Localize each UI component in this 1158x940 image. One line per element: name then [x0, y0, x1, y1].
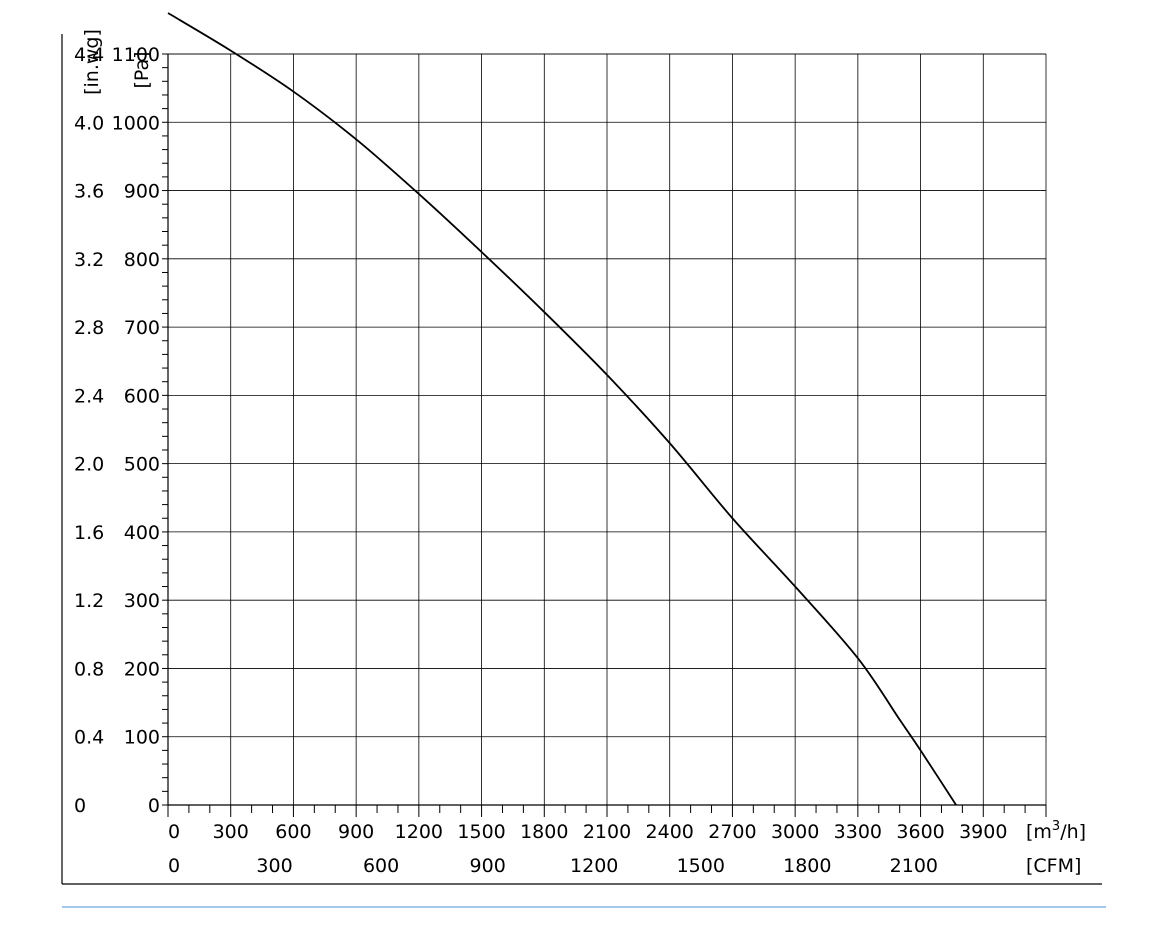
y-axis-label-inwg: [in.wg]	[81, 29, 103, 95]
y-tick-label-pa: 0	[148, 795, 160, 817]
series	[167, 12, 957, 806]
x-tick-label-m3h: 300	[213, 821, 249, 843]
y-tick-label-pa: 300	[124, 590, 160, 612]
x-tick-label-m3h: 1800	[520, 821, 568, 843]
y-tick-label-pa: 1100	[112, 44, 160, 66]
x-tick-label-m3h: 2400	[646, 821, 694, 843]
x-tick-label-m3h: 3000	[771, 821, 819, 843]
y-tick-label-inwg: 0.4	[74, 727, 104, 749]
x-tick-label-m3h: 2700	[708, 821, 756, 843]
y-tick-label-pa: 200	[124, 658, 160, 680]
y-tick-label-inwg: 2.0	[74, 454, 104, 476]
y-tick-labels: 0 0 0.4 100 0.8 200 1.2 300 1.6 400 2.0 500 2.4 600 2.…	[74, 44, 160, 817]
y-tick-label-pa: 800	[124, 249, 160, 271]
x-axis-label-m3h: [m3/h]	[1026, 819, 1086, 843]
y-tick-label-inwg: 0.8	[74, 658, 104, 680]
y-tick-label-inwg: 4.0	[74, 112, 104, 134]
x-axis-label-tail: /h]	[1060, 821, 1086, 843]
y-tick-label-pa: 600	[124, 385, 160, 407]
x-tick-labels: 0 300 600 900 1200 1500 1800 2100 2400 2700 3000 33…	[168, 821, 1007, 877]
y-tick-label-inwg: 4.4	[74, 44, 104, 66]
x-axis-label-cfm: [CFM]	[1026, 855, 1081, 877]
y-tick-label-pa: 1000	[112, 112, 160, 134]
x-tick-label-cfm: 1800	[783, 855, 831, 877]
axes	[61, 34, 1102, 885]
x-axis-label-base: [m	[1026, 821, 1052, 843]
x-tick-label-m3h: 2100	[583, 821, 631, 843]
y-tick-label-inwg: 2.4	[74, 385, 104, 407]
y-tick-label-inwg: 3.6	[74, 181, 104, 203]
x-tick-label-cfm: 0	[168, 855, 180, 877]
y-axis-label-pa: [Pa]	[131, 51, 153, 88]
x-axis-label-superscript: 3	[1052, 819, 1060, 834]
y-tick-label-pa: 500	[124, 454, 160, 476]
y-tick-label-inwg: 3.2	[74, 249, 104, 271]
y-tick-label-pa: 400	[124, 522, 160, 544]
x-tick-label-cfm: 2100	[890, 855, 938, 877]
x-tick-label-m3h: 0	[168, 821, 180, 843]
x-tick-label-cfm: 900	[470, 855, 506, 877]
x-tick-label-m3h: 1500	[457, 821, 505, 843]
x-tick-label-m3h: 3900	[959, 821, 1007, 843]
x-tick-label-m3h: 3300	[834, 821, 882, 843]
y-tick-label-pa: 900	[124, 181, 160, 203]
x-tick-label-m3h: 3600	[896, 821, 944, 843]
x-tick-label-cfm: 1200	[570, 855, 618, 877]
x-tick-label-cfm: 1500	[677, 855, 725, 877]
grid	[168, 53, 1047, 805]
x-tick-label-cfm: 600	[363, 855, 399, 877]
performance-curve	[167, 12, 957, 806]
x-tick-label-cfm: 300	[256, 855, 292, 877]
y-tick-label-pa: 700	[124, 317, 160, 339]
x-tick-label-m3h: 1200	[395, 821, 443, 843]
y-tick-label-pa: 100	[124, 727, 160, 749]
x-tick-label-m3h: 900	[338, 821, 374, 843]
y-tick-label-inwg: 1.6	[74, 522, 104, 544]
x-tick-label-m3h: 600	[275, 821, 311, 843]
y-tick-label-inwg: 1.2	[74, 590, 104, 612]
y-tick-label-inwg: 2.8	[74, 317, 104, 339]
minor-ticks	[162, 53, 1047, 817]
y-tick-label-inwg: 0	[74, 795, 86, 817]
